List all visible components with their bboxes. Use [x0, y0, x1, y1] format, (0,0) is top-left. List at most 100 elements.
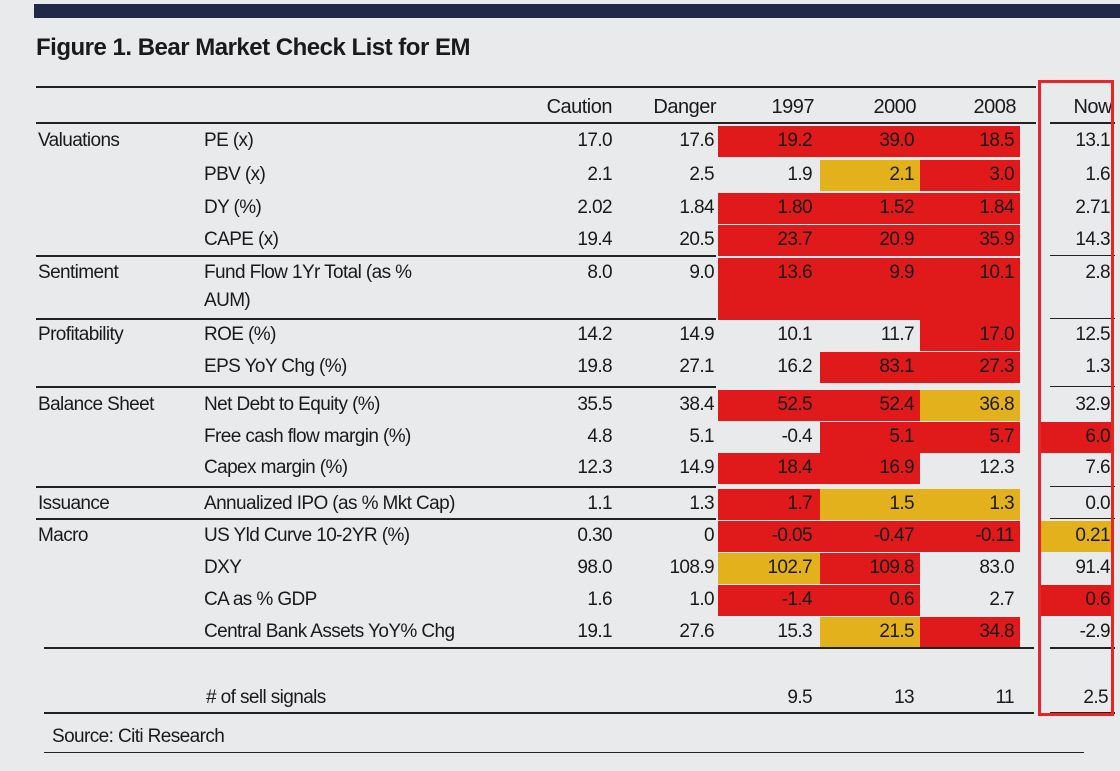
value-danger: 1.3 — [689, 493, 714, 514]
shaded-cell-red — [718, 258, 820, 320]
metric-label: EPS YoY Chg (%) — [204, 356, 347, 377]
value-y2000: 1.52 — [879, 197, 914, 218]
value-y2008: 34.8 — [979, 621, 1014, 642]
metric-label: Annualized IPO (as % Mkt Cap) — [204, 493, 455, 514]
header-bottom-line — [36, 122, 1036, 124]
sell-signals-underline — [44, 712, 1034, 714]
value-danger: 1.84 — [679, 197, 714, 218]
shaded-cell-red — [718, 585, 820, 616]
value-y2008: 3.0 — [989, 164, 1014, 185]
shaded-cell-red — [920, 617, 1020, 647]
source-underline — [44, 752, 1084, 753]
shaded-cell-red — [820, 521, 920, 552]
value-caution: 1.1 — [587, 493, 612, 514]
value-caution: 2.02 — [577, 197, 612, 218]
shaded-cell-red — [820, 553, 920, 584]
metric-label: CAPE (x) — [204, 229, 279, 250]
value-now: 2.8 — [1085, 262, 1110, 283]
source-note: Source: Citi Research — [52, 726, 225, 747]
shaded-cell-red — [820, 585, 920, 616]
shaded-cell-red — [1040, 585, 1112, 616]
value-y2000: 39.0 — [879, 130, 914, 151]
table-bottom-line — [44, 647, 1034, 649]
column-header: 1997 — [771, 96, 815, 118]
value-caution: 98.0 — [577, 557, 612, 578]
value-danger: 1.0 — [689, 589, 714, 610]
value-danger: 108.9 — [669, 557, 714, 578]
shaded-cell-red — [820, 352, 920, 383]
group-divider — [1050, 518, 1115, 519]
sell-signals-label: # of sell signals — [206, 687, 326, 708]
shaded-cell-amber — [820, 489, 920, 520]
value-y1997: 19.2 — [777, 130, 812, 151]
metric-label: Capex margin (%) — [204, 457, 348, 478]
metric-label: Fund Flow 1Yr Total (as % — [204, 262, 412, 283]
shaded-cell-red — [820, 422, 920, 453]
value-danger: 27.6 — [679, 621, 714, 642]
value-y1997: 23.7 — [777, 229, 812, 250]
shaded-cell-red — [820, 193, 920, 224]
shaded-cell-red — [718, 126, 820, 157]
value-y2000: 11.7 — [880, 324, 915, 345]
value-now: 2.71 — [1075, 197, 1110, 218]
value-y1997: -0.05 — [771, 525, 813, 546]
value-now: 0.6 — [1085, 589, 1110, 610]
category-label: Valuations — [38, 130, 120, 151]
shaded-cell-red — [718, 390, 820, 421]
sell-signals-now: 2.5 — [1083, 687, 1108, 708]
value-y2008: -0.11 — [975, 525, 1015, 546]
value-danger: 20.5 — [679, 229, 714, 250]
metric-label: Central Bank Assets YoY% Chg — [204, 621, 455, 642]
metric-label: PE (x) — [204, 130, 254, 151]
value-y1997: 102.7 — [767, 557, 812, 578]
category-label: Balance Sheet — [38, 394, 154, 415]
value-now: 7.6 — [1085, 457, 1110, 478]
metric-label: PBV (x) — [204, 164, 266, 185]
value-y2008: 17.0 — [979, 324, 1014, 345]
value-y2000: 20.9 — [879, 229, 914, 250]
value-y1997: 16.2 — [777, 356, 812, 377]
value-caution: 0.30 — [577, 525, 612, 546]
shaded-cell-amber — [820, 160, 920, 191]
value-caution: 35.5 — [577, 394, 612, 415]
group-divider — [1050, 318, 1115, 319]
value-y2008: 12.3 — [979, 457, 1014, 478]
value-now: 1.6 — [1085, 164, 1110, 185]
shaded-cell-red — [920, 225, 1020, 256]
group-divider — [36, 386, 716, 388]
value-y2008: 35.9 — [979, 229, 1014, 250]
value-danger: 9.0 — [689, 262, 714, 283]
shaded-cell-red — [920, 320, 1020, 351]
group-divider — [36, 318, 716, 320]
shaded-cell-red — [920, 258, 1020, 320]
shaded-cell-red — [920, 521, 1020, 552]
shaded-cell-red — [920, 193, 1020, 224]
value-y2000: 1.5 — [889, 493, 914, 514]
metric-label: Net Debt to Equity (%) — [204, 394, 380, 415]
value-y2000: 109.8 — [869, 557, 914, 578]
value-y2000: 83.1 — [879, 356, 914, 377]
value-y2008: 36.8 — [979, 394, 1014, 415]
shaded-cell-red — [920, 160, 1020, 191]
value-danger: 0 — [704, 525, 715, 546]
now-highlight-box — [1038, 80, 1114, 716]
shaded-cell-amber — [718, 553, 820, 584]
shaded-cell-red — [820, 225, 920, 256]
value-y1997: 1.80 — [777, 197, 812, 218]
value-now: -2.9 — [1079, 621, 1111, 642]
shaded-cell-red — [718, 489, 820, 520]
metric-label: DXY — [204, 557, 242, 578]
metric-label-continued: AUM) — [204, 290, 251, 311]
shaded-cell-red — [718, 521, 820, 552]
value-now: 91.4 — [1075, 557, 1110, 578]
value-caution: 1.6 — [587, 589, 612, 610]
value-y2008: 10.1 — [979, 262, 1014, 283]
value-y2000: 21.5 — [879, 621, 914, 642]
value-y1997: 15.3 — [777, 621, 812, 642]
column-header: 2000 — [873, 96, 917, 118]
shaded-cell-amber — [820, 617, 920, 647]
group-divider — [1050, 255, 1115, 256]
column-header: Caution — [546, 96, 613, 118]
shaded-cell-amber — [1040, 521, 1112, 552]
value-caution: 19.8 — [577, 356, 612, 377]
